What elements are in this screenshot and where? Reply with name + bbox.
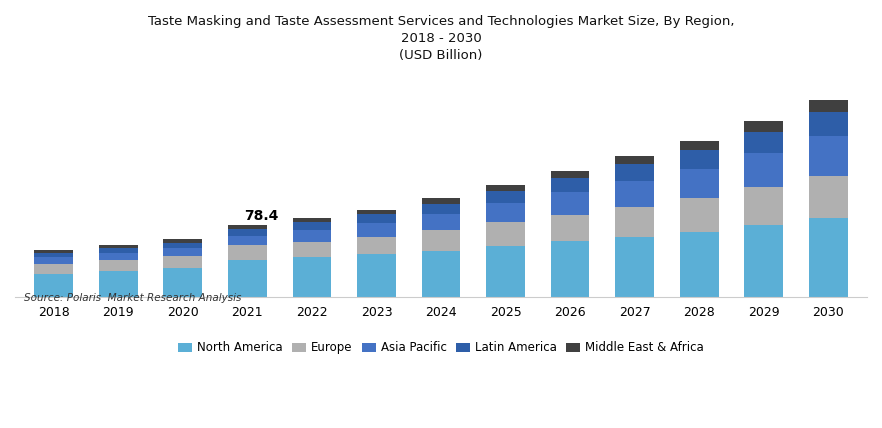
Bar xyxy=(228,229,266,235)
Bar xyxy=(163,256,202,268)
Bar xyxy=(616,237,654,297)
Bar xyxy=(357,210,396,214)
Text: Source: Polaris  Market Research Analysis: Source: Polaris Market Research Analysis xyxy=(24,293,241,303)
Bar xyxy=(744,225,783,297)
Legend: North America, Europe, Asia Pacific, Latin America, Middle East & Africa: North America, Europe, Asia Pacific, Lat… xyxy=(178,341,704,354)
Bar xyxy=(34,273,73,297)
Bar xyxy=(744,121,783,132)
Bar xyxy=(744,153,783,187)
Bar xyxy=(228,225,266,229)
Bar xyxy=(357,214,396,223)
Title: Taste Masking and Taste Assessment Services and Technologies Market Size, By Reg: Taste Masking and Taste Assessment Servi… xyxy=(148,15,734,62)
Bar xyxy=(163,240,202,243)
Bar xyxy=(550,241,589,297)
Bar xyxy=(550,214,589,241)
Bar xyxy=(486,185,525,191)
Bar xyxy=(34,257,73,264)
Bar xyxy=(163,268,202,297)
Bar xyxy=(228,235,266,245)
Bar xyxy=(34,250,73,253)
Bar xyxy=(680,141,719,150)
Bar xyxy=(744,187,783,225)
Bar xyxy=(34,253,73,257)
Bar xyxy=(99,245,138,248)
Bar xyxy=(422,230,460,251)
Bar xyxy=(486,223,525,246)
Bar xyxy=(616,156,654,164)
Bar xyxy=(99,253,138,260)
Bar xyxy=(357,254,396,297)
Bar xyxy=(809,218,848,297)
Bar xyxy=(486,191,525,203)
Bar xyxy=(809,112,848,136)
Bar xyxy=(550,178,589,192)
Bar xyxy=(357,237,396,254)
Bar xyxy=(486,203,525,223)
Bar xyxy=(293,223,332,230)
Text: 78.4: 78.4 xyxy=(244,209,279,223)
Bar xyxy=(616,164,654,181)
Bar xyxy=(680,150,719,169)
Bar xyxy=(616,207,654,237)
Bar xyxy=(744,132,783,153)
Bar xyxy=(550,192,589,214)
Bar xyxy=(680,199,719,232)
Bar xyxy=(163,248,202,256)
Bar xyxy=(99,260,138,271)
Bar xyxy=(228,259,266,297)
Bar xyxy=(34,264,73,273)
Bar xyxy=(486,246,525,297)
Bar xyxy=(809,176,848,218)
Bar xyxy=(422,251,460,297)
Bar xyxy=(422,199,460,204)
Bar xyxy=(163,243,202,248)
Bar xyxy=(680,232,719,297)
Bar xyxy=(99,248,138,253)
Bar xyxy=(293,258,332,297)
Bar xyxy=(422,214,460,230)
Bar xyxy=(680,169,719,199)
Bar xyxy=(422,204,460,214)
Bar xyxy=(293,218,332,223)
Bar xyxy=(809,136,848,176)
Bar xyxy=(293,230,332,242)
Bar xyxy=(293,242,332,258)
Bar xyxy=(357,223,396,237)
Bar xyxy=(228,245,266,259)
Bar xyxy=(809,100,848,112)
Bar xyxy=(616,181,654,207)
Bar xyxy=(550,171,589,178)
Bar xyxy=(99,271,138,297)
